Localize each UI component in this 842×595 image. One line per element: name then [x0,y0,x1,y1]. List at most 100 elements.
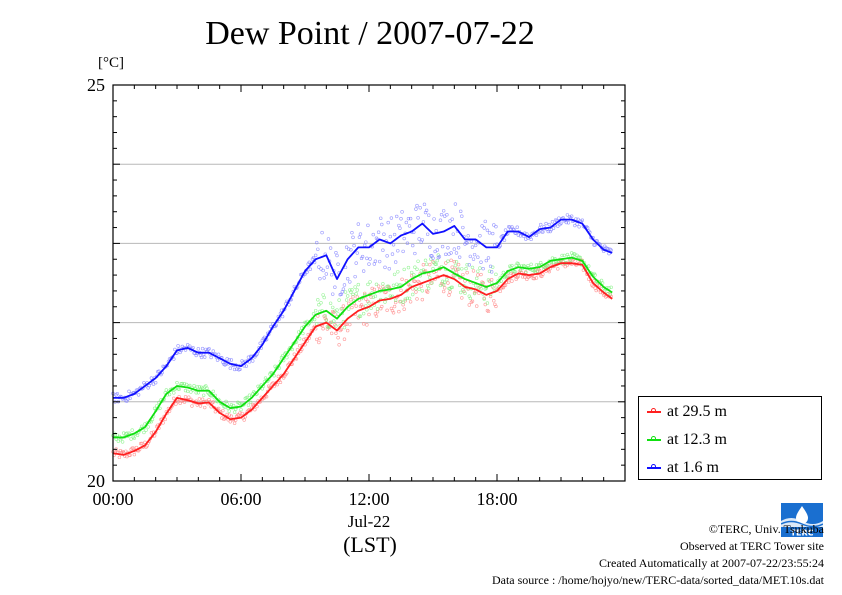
scatter-point [318,336,322,341]
scatter-point [326,237,331,241]
scatter-point [427,272,431,277]
scatter-point [353,274,357,279]
scatter-point [512,269,516,274]
scatter-point [349,248,353,252]
scatter-point [115,391,119,396]
scatter-point [372,287,377,292]
scatter-point [518,268,523,272]
scatter-point [503,228,508,232]
scatter-point [382,232,386,236]
scatter-point [460,296,464,300]
scatter-point [199,355,204,360]
scatter-point [130,428,134,432]
scatter-point [492,223,496,227]
scatter-point [416,259,420,263]
scatter-point [335,308,339,312]
scatter-point [381,248,385,252]
scatter-point [211,400,215,404]
scatter-point [127,389,131,394]
scatter-point [465,241,469,245]
scatter-point [318,276,322,281]
scatter-point [229,358,234,362]
scatter-point [336,312,340,316]
scatter-point [473,284,478,288]
scatter-point [425,232,430,236]
scatter-point [398,283,402,287]
scatter-point [376,230,381,234]
scatter-point [499,279,503,283]
scatter-point [415,297,419,301]
scatter-point [491,265,495,269]
scatter-point [494,272,498,277]
scatter-point [428,262,432,267]
scatter-point [448,219,452,223]
scatter-point [565,213,570,217]
scatter-point [121,431,126,435]
scatter-point [349,298,353,302]
scatter-point [430,281,434,285]
scatter-point [418,206,422,210]
scatter-point [325,265,330,269]
scatter-point [532,276,537,281]
scatter-point [577,225,581,229]
series-lines [112,218,613,456]
scatter-point [216,406,221,411]
scatter-point [419,284,423,288]
credit-site: Observed at TERC Tower site [679,539,824,553]
scatter-point [476,269,480,273]
scatter-point [365,256,369,261]
scatter-point [229,403,234,407]
scatter-point [381,282,385,286]
scatter-point [447,293,451,297]
scatter-point [537,268,542,273]
scatter-point [556,267,560,271]
scatter-point [416,216,420,220]
scatter-point [491,231,495,236]
scatter-point [317,340,321,345]
scatter-point [312,317,317,322]
scatter-point [239,407,243,412]
scatter-point [484,258,489,263]
scatter-point [185,389,190,393]
scatter-point [509,271,513,276]
scatter-point [350,288,354,292]
scatter-point [420,297,425,302]
scatter-point [507,280,511,284]
scatter-point [456,267,461,271]
scatter-point [559,221,563,226]
scatter-point [329,273,334,277]
scatter-point [191,346,195,350]
axis-ticks [112,84,626,482]
scatter-point [450,217,454,221]
scatter-point [591,284,595,289]
scatter-point [454,251,459,255]
scatter-point [451,268,455,272]
series-line-1-6m [113,218,613,399]
scatter-point [203,355,207,359]
scatter-point [551,226,556,230]
scatter-point [385,254,389,258]
scatter-point [562,253,566,258]
scatter-point [440,244,445,249]
scatter-point [539,222,543,227]
scatter-point [392,272,397,277]
scatter-point [487,231,492,235]
scatter-point [405,241,410,245]
scatter-point [361,269,366,273]
scatter-point [514,277,518,281]
scatter-point [232,367,237,372]
scatter-point [424,208,429,213]
scatter-point [167,392,172,397]
scatter-point [443,280,447,284]
scatter-point [485,301,490,305]
scatter-point [345,328,350,333]
scatter-point [311,255,316,260]
scatter-point [397,309,401,314]
scatter-point [373,259,378,263]
scatter-point [374,314,379,318]
scatter-point [131,435,135,439]
scatter-point [368,257,372,261]
scatter-point [411,243,415,248]
scatter-point [253,407,257,412]
scatter-point [324,318,329,322]
